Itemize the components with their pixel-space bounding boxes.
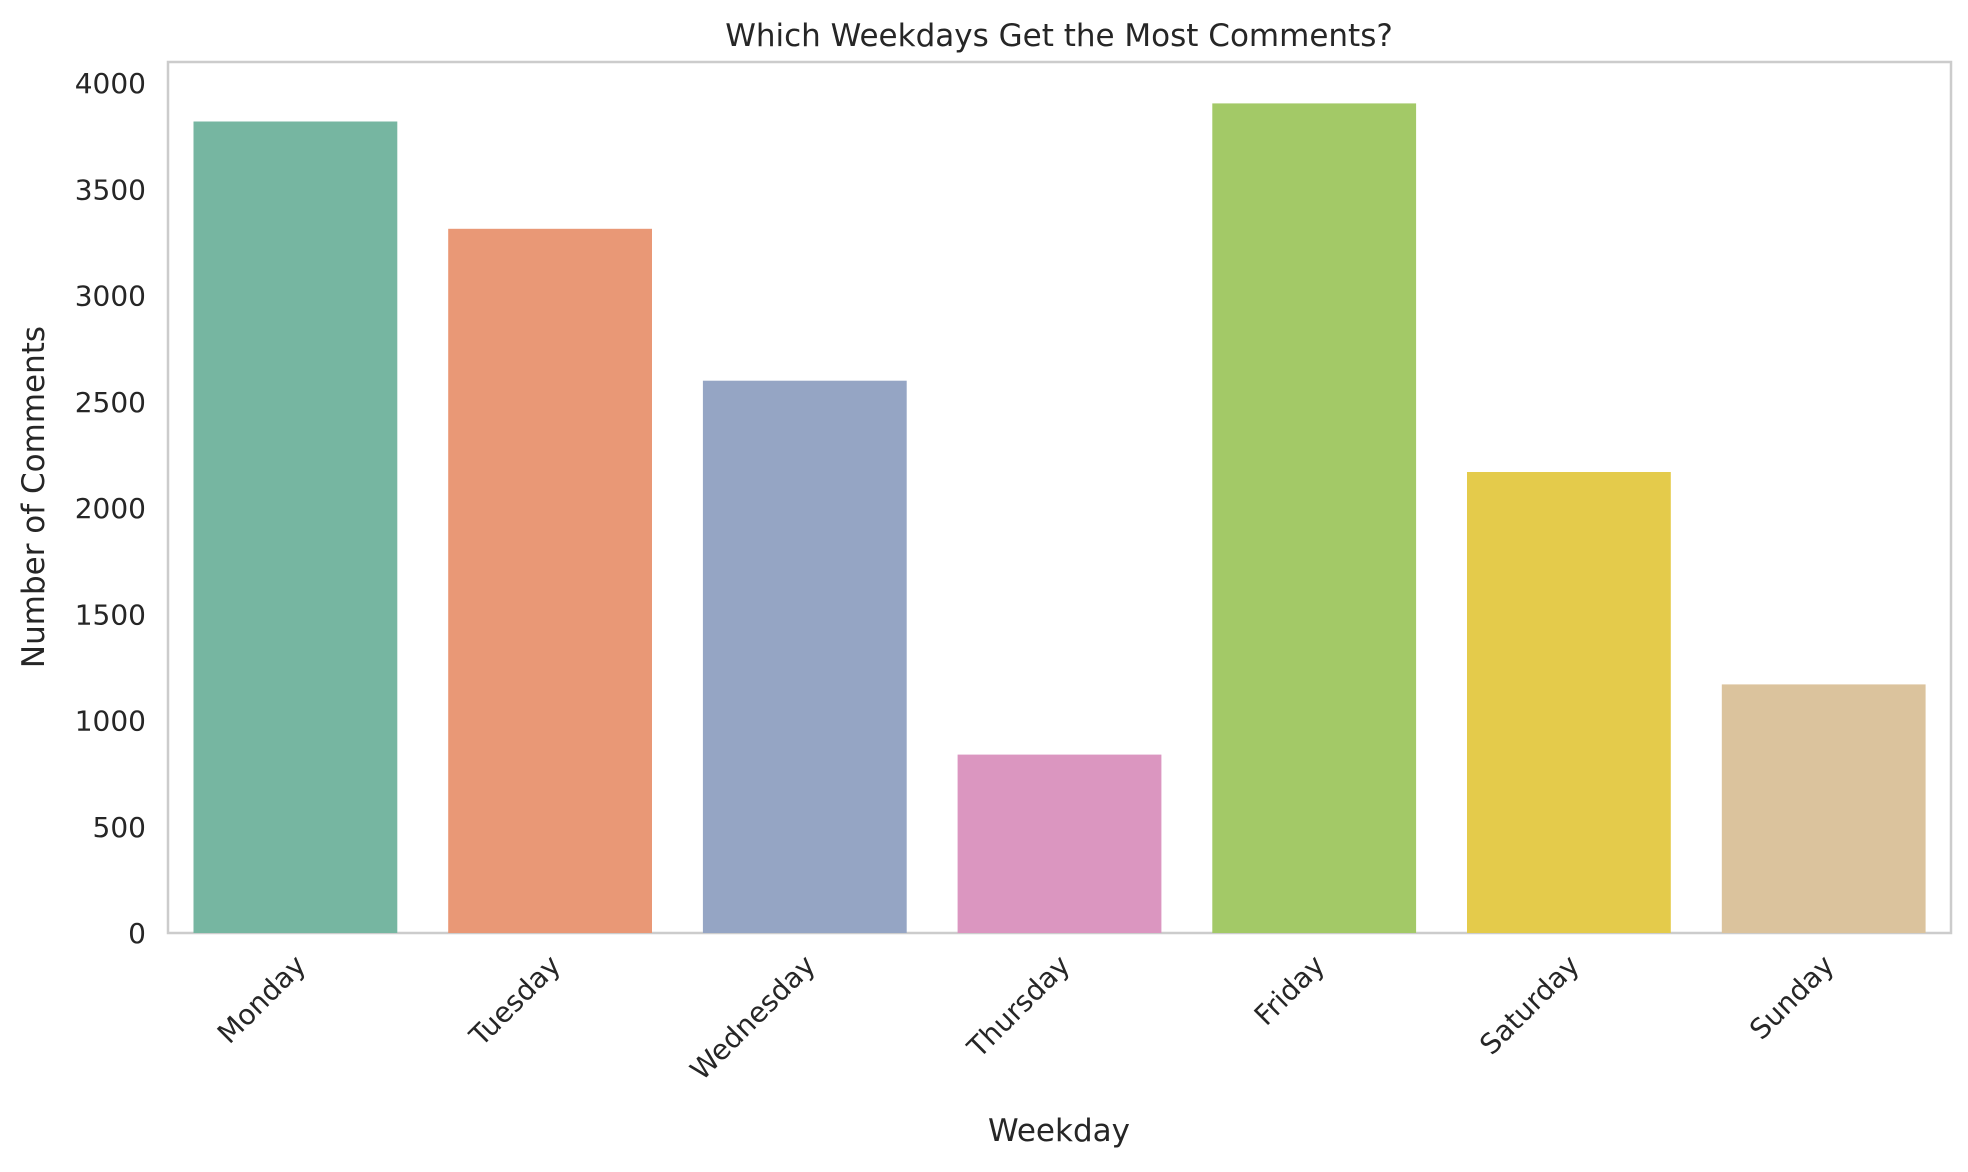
x-tick-label-thursday: Thursday [960, 949, 1076, 1065]
y-tick-label-500: 500 [93, 811, 146, 844]
y-tick-label-1000: 1000 [75, 705, 146, 738]
x-tick-label-tuesday: Tuesday [462, 949, 567, 1054]
x-tick-label-friday: Friday [1248, 949, 1331, 1032]
x-axis-ticks: Monday Tuesday Wednesday Thursday Friday Satu… [211, 949, 1841, 1087]
y-tick-label-2500: 2500 [75, 386, 146, 419]
x-tick-label-saturday: Saturday [1473, 949, 1586, 1062]
bar-sunday [1721, 684, 1926, 933]
x-tick-label-monday: Monday [211, 949, 313, 1051]
y-tick-label-1500: 1500 [75, 598, 146, 631]
y-axis-ticks: 0 500 1000 1500 2000 2500 3000 3500 4000 [75, 67, 146, 950]
bar-saturday [1467, 472, 1671, 933]
y-tick-label-3000: 3000 [75, 280, 146, 313]
x-axis-label: Weekday [988, 1113, 1130, 1149]
bar-tuesday [448, 228, 652, 934]
bar-thursday [957, 754, 1162, 933]
bar-wednesday [702, 380, 907, 933]
y-tick-label-0: 0 [128, 917, 146, 950]
chart-title: Which Weekdays Get the Most Comments? [725, 18, 1393, 54]
y-tick-label-3500: 3500 [75, 174, 146, 207]
bar-friday [1212, 103, 1417, 933]
y-axis-label: Number of Comments [16, 326, 52, 668]
x-tick-label-wednesday: Wednesday [684, 949, 822, 1087]
bar-monday [193, 121, 398, 933]
y-tick-label-4000: 4000 [75, 67, 146, 100]
y-tick-label-2000: 2000 [75, 492, 146, 525]
x-tick-label-sunday: Sunday [1743, 949, 1840, 1046]
bars-layer [193, 103, 1926, 934]
